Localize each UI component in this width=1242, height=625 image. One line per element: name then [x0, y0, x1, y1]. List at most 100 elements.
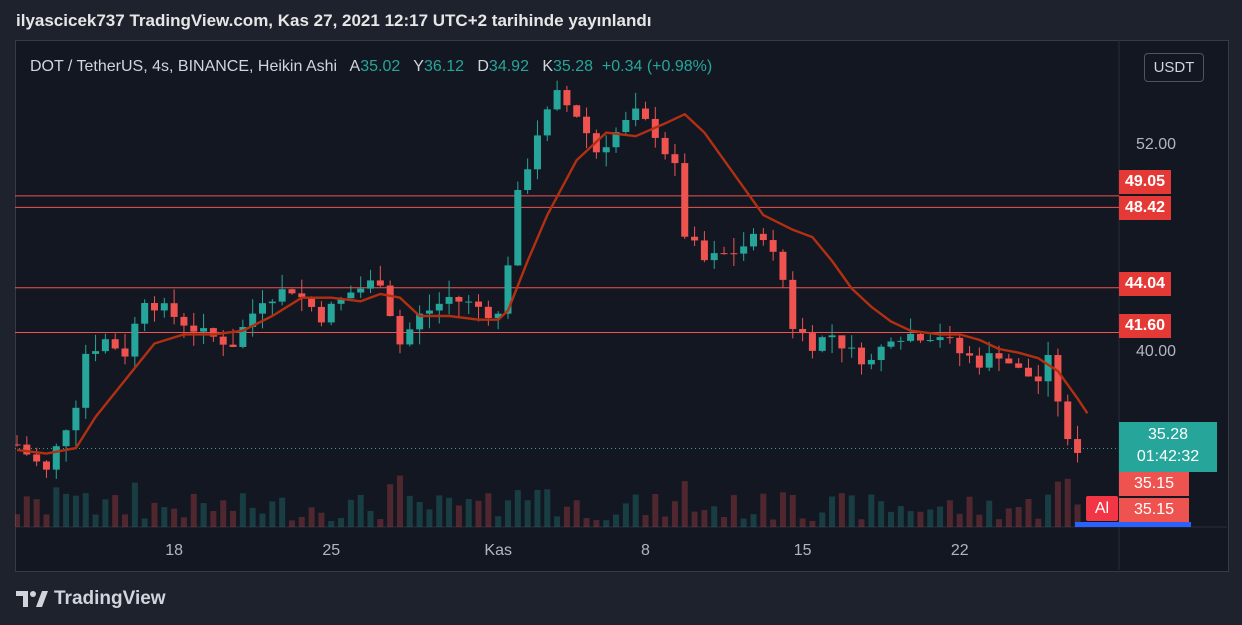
candle-body: [141, 303, 149, 324]
candle-body: [180, 316, 188, 326]
volume-bar: [868, 494, 875, 527]
candle-body: [416, 313, 424, 330]
candle-body: [995, 353, 1003, 359]
candle-body: [200, 328, 208, 332]
chart-legend: DOT / TetherUS, 4s, BINANCE, Heikin Ashi…: [30, 58, 712, 76]
volume-bar: [887, 511, 894, 527]
legend-high-label: Y: [413, 58, 424, 75]
candle-body: [828, 335, 836, 338]
x-tick-label: 15: [794, 542, 812, 559]
candle-body: [1034, 376, 1042, 382]
level-tag: 48.42: [1119, 196, 1171, 220]
volume-bar: [1064, 478, 1071, 527]
volume-bar: [151, 502, 158, 527]
candle-body: [239, 326, 247, 347]
volume-bar: [593, 520, 600, 527]
volume-bar: [524, 500, 531, 527]
volume-bar: [829, 496, 836, 527]
candle-body: [160, 303, 168, 311]
candle-body: [121, 348, 129, 357]
volume-bar: [622, 503, 629, 527]
candle-body: [1024, 367, 1032, 377]
x-tick-label: 25: [322, 542, 340, 559]
candle-body: [543, 109, 551, 136]
volume-bar: [701, 510, 708, 527]
candle-body: [219, 336, 227, 345]
level-tag: 41.60: [1119, 314, 1171, 338]
volume-bar: [1025, 498, 1032, 527]
candle-body: [92, 351, 100, 354]
volume-bar: [789, 494, 796, 527]
candle-body: [514, 190, 522, 266]
volume-bar: [878, 501, 885, 527]
candle-body: [170, 303, 178, 317]
publish-banner: ilyascicek737 TradingView.com, Kas 27, 2…: [0, 0, 1242, 40]
volume-bar: [819, 512, 826, 527]
volume-bar: [976, 514, 983, 527]
volume-bar: [1035, 518, 1042, 527]
candle-body: [985, 353, 993, 368]
candle-body: [926, 340, 934, 342]
volume-bar: [15, 514, 20, 527]
level-tag: 49.05: [1119, 170, 1171, 194]
candle-body: [52, 446, 60, 470]
candle-body: [720, 253, 728, 255]
candle-body: [573, 105, 581, 117]
volume-bar: [328, 520, 335, 527]
legend-low-label: D: [477, 58, 489, 75]
legend-change: +0.34 (+0.98%): [601, 58, 713, 75]
candle-body: [641, 108, 649, 119]
candle-body: [249, 313, 257, 327]
volume-bar: [43, 514, 50, 527]
legend-low-value: 34.92: [488, 58, 529, 75]
candle-body: [1054, 355, 1062, 402]
volume-bar: [230, 510, 237, 527]
candle-body: [475, 301, 483, 307]
candle-body: [465, 301, 473, 303]
volume-bar: [485, 493, 492, 527]
volume-bar: [573, 500, 580, 527]
candle-body: [661, 137, 669, 155]
tradingview-logo-icon: [16, 591, 48, 607]
volume-bar: [563, 506, 570, 527]
candle-body: [740, 246, 748, 254]
volume-bar: [770, 519, 777, 527]
volume-bar: [53, 487, 60, 527]
volume-bar: [33, 499, 40, 527]
volume-bar: [799, 518, 806, 527]
volume-bar: [613, 514, 620, 527]
candle-body: [150, 303, 158, 311]
volume-bar: [730, 495, 737, 527]
alert-tag[interactable]: Al: [1086, 496, 1118, 521]
volume-bar: [308, 507, 315, 527]
volume-bar: [298, 516, 305, 527]
volume-bar: [446, 497, 453, 527]
volume-bar: [318, 512, 325, 527]
volume-bar: [760, 493, 767, 527]
volume-bar: [1015, 507, 1022, 527]
candle-body: [632, 108, 640, 120]
candle-body: [759, 233, 767, 241]
candle-body: [298, 293, 306, 298]
candle-body: [455, 297, 463, 302]
volume-bar: [288, 520, 295, 527]
volume-bar: [740, 518, 747, 527]
candle-body: [750, 233, 757, 247]
candle-body: [553, 90, 561, 110]
candle-body: [710, 253, 718, 261]
candle-body: [1005, 358, 1013, 364]
volume-bar: [23, 496, 30, 527]
candle-body: [700, 240, 708, 261]
volume-bar: [1054, 481, 1061, 527]
candle-body: [779, 251, 787, 280]
volume-bar: [141, 518, 148, 527]
candlestick-chart[interactable]: 18 25 Kas 8 15 22: [15, 40, 1227, 570]
volume-bar: [838, 493, 845, 527]
candle-body: [376, 280, 384, 286]
volume-bar: [750, 514, 757, 527]
candle-body: [337, 298, 345, 304]
volume-bar: [505, 500, 511, 527]
volume-bar: [377, 519, 384, 527]
currency-button[interactable]: USDT: [1144, 53, 1204, 82]
volume-bar: [338, 517, 345, 527]
